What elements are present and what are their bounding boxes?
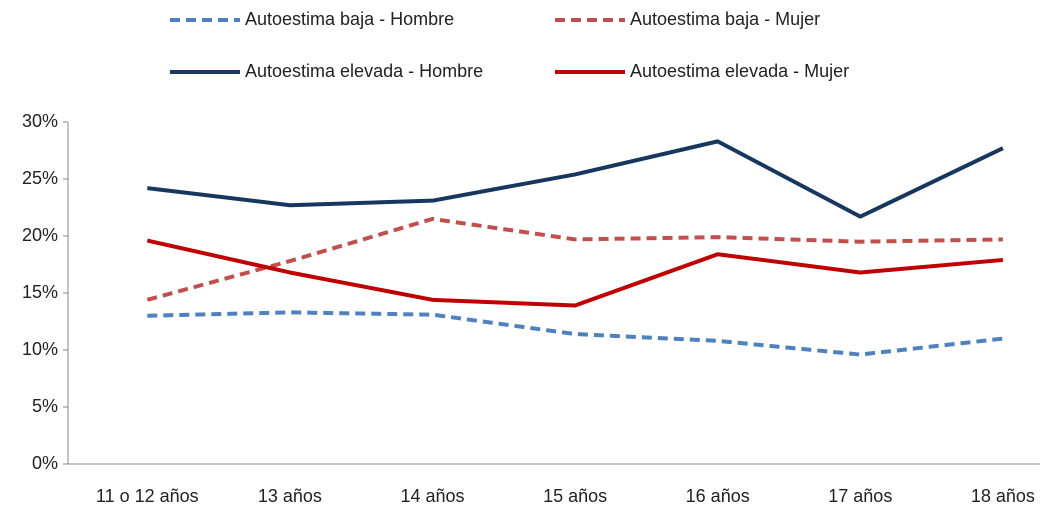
legend-label: Autoestima baja - Hombre <box>245 9 454 29</box>
x-tick-label: 15 años <box>543 486 607 506</box>
series-line <box>147 310 1004 357</box>
y-tick-label: 5% <box>32 396 58 416</box>
legend-label: Autoestima baja - Mujer <box>630 9 820 29</box>
y-tick-label: 25% <box>22 168 58 188</box>
x-tick-label: 17 años <box>828 486 892 506</box>
y-tick-label: 30% <box>22 111 58 131</box>
y-tick-label: 0% <box>32 453 58 473</box>
y-tick-label: 20% <box>22 225 58 245</box>
legend-label: Autoestima elevada - Hombre <box>245 61 483 81</box>
x-tick-label: 16 años <box>686 486 750 506</box>
series-line <box>146 216 1003 302</box>
x-tick-label: 11 o 12 años <box>96 486 199 506</box>
series-line <box>147 139 1004 219</box>
x-tick-label: 13 años <box>258 486 322 506</box>
x-tick-label: 14 años <box>400 486 464 506</box>
legend-label: Autoestima elevada - Mujer <box>630 61 849 81</box>
y-tick-label: 15% <box>22 282 58 302</box>
y-tick-label: 10% <box>22 339 58 359</box>
series-line <box>146 238 1004 308</box>
x-tick-label: 18 años <box>971 486 1035 506</box>
